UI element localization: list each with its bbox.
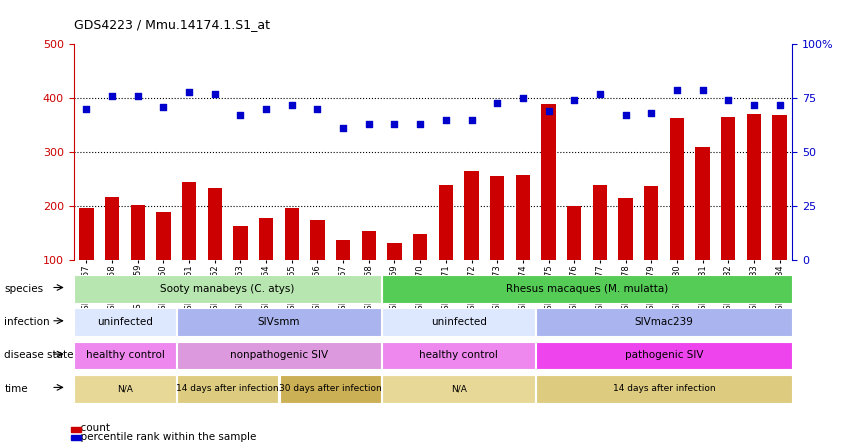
Point [234,112,248,119]
Bar [177,308,381,336]
Bar [541,103,556,260]
Text: nonpathogenic SIV: nonpathogenic SIV [229,350,328,361]
Text: disease state: disease state [4,350,74,361]
Point [157,103,171,111]
Bar [383,341,535,369]
Bar [280,375,381,403]
Bar [593,186,607,260]
Point [670,86,684,93]
Point [285,101,299,108]
Bar [234,226,248,260]
Bar [336,240,350,260]
Text: uninfected: uninfected [430,317,487,327]
Bar [490,176,504,260]
Text: Rhesus macaques (M. mulatta): Rhesus macaques (M. mulatta) [506,284,669,294]
Text: GDS4223 / Mmu.14174.1.S1_at: GDS4223 / Mmu.14174.1.S1_at [74,18,269,31]
Bar [669,118,684,260]
Text: 30 days after infection: 30 days after infection [279,384,382,393]
Point [105,92,119,99]
Point [695,86,709,93]
Bar [74,275,381,303]
Point [721,97,735,104]
Bar [208,188,222,260]
Bar [644,186,658,260]
Point [208,91,222,98]
Point [618,112,632,119]
Text: SIVsmm: SIVsmm [258,317,301,327]
Bar [516,174,530,260]
Bar [383,275,792,303]
Bar [536,341,792,369]
Bar [362,231,376,260]
Bar [310,220,325,260]
Bar [285,207,299,260]
Bar [413,234,427,260]
Text: pathogenic SIV: pathogenic SIV [624,350,703,361]
Point [413,120,427,127]
Bar [177,341,381,369]
Text: percentile rank within the sample: percentile rank within the sample [74,432,256,442]
Text: species: species [4,284,43,294]
Point [311,105,325,112]
Point [182,88,196,95]
Bar [74,308,176,336]
Bar [536,308,792,336]
Bar [618,198,632,260]
Bar [536,375,792,403]
Bar [131,206,145,260]
Bar [721,117,735,260]
Text: N/A: N/A [117,384,132,393]
Text: 14 days after infection: 14 days after infection [613,384,715,393]
Point [259,105,273,112]
Point [516,95,530,102]
Text: N/A: N/A [450,384,467,393]
Point [541,107,555,115]
Text: healthy control: healthy control [419,350,498,361]
Bar [383,375,535,403]
Point [644,110,658,117]
Bar [772,115,786,260]
Bar [439,186,453,260]
Point [388,120,402,127]
Bar [177,375,278,403]
Point [772,101,786,108]
Bar [464,171,479,260]
Bar [74,341,176,369]
Text: infection: infection [4,317,50,327]
Point [567,97,581,104]
Text: SIVmac239: SIVmac239 [635,317,694,327]
Point [131,92,145,99]
Point [747,101,761,108]
Text: Sooty manabeys (C. atys): Sooty manabeys (C. atys) [160,284,294,294]
Point [439,116,453,123]
Point [80,105,94,112]
Bar [157,212,171,260]
Text: uninfected: uninfected [97,317,153,327]
Text: count: count [74,424,110,433]
Point [490,99,504,106]
Text: 14 days after infection: 14 days after infection [177,384,279,393]
Point [464,116,478,123]
Bar [74,375,176,403]
Bar [567,206,581,260]
Bar [105,197,120,260]
Bar [695,147,709,260]
Bar [80,207,94,260]
Point [593,91,607,98]
Bar [182,182,197,260]
Point [336,125,350,132]
Bar [387,243,402,260]
Point [362,120,376,127]
Bar [746,115,761,260]
Text: time: time [4,384,28,394]
Text: healthy control: healthy control [86,350,165,361]
Bar [383,308,535,336]
Bar [259,218,273,260]
